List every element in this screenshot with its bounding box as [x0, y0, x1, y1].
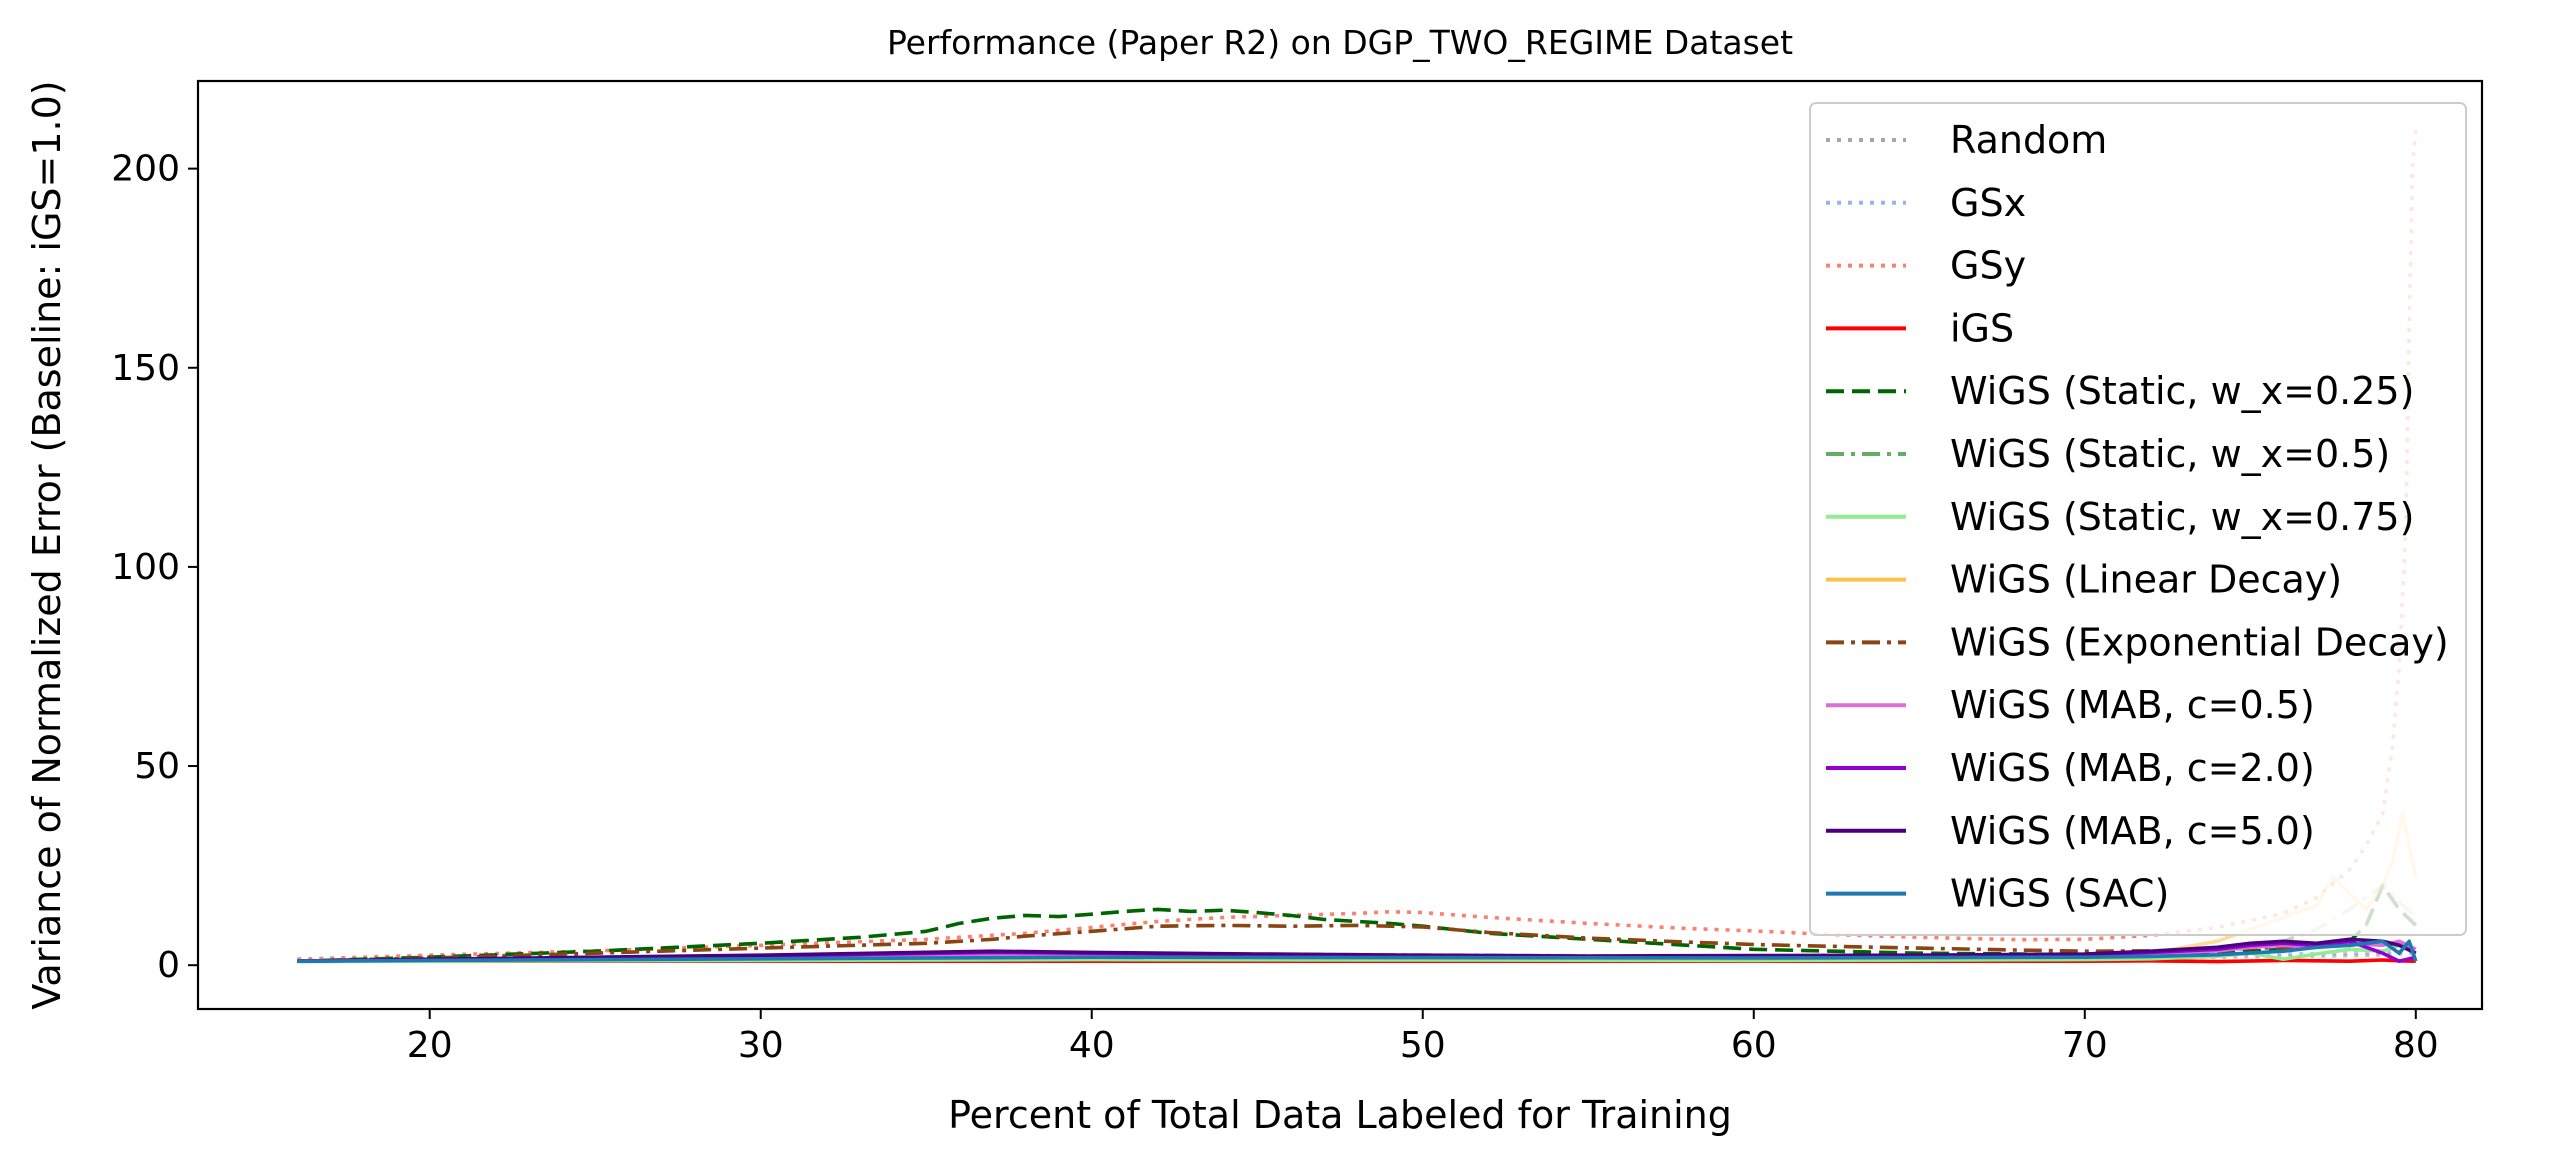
x-tick-label: 20: [407, 1025, 453, 1066]
legend-label-wigs-mab-c-2-0: WiGS (MAB, c=2.0): [1950, 746, 2315, 790]
x-tick-label: 60: [1731, 1025, 1777, 1066]
y-tick-label: 200: [111, 149, 180, 190]
y-axis-label: Variance of Normalized Error (Baseline: …: [25, 80, 69, 1009]
legend-entries: Random GSx GSy iGS WiGS (Static, w_x=0.25) Wi…: [1826, 118, 2449, 916]
series-layer: [297, 128, 2418, 964]
plot-area-frame: [196, 79, 2484, 1011]
legend-label-wigs-mab-c-5-0: WiGS (MAB, c=5.0): [1950, 809, 2315, 853]
y-axis: 0 50 100 150 200: [111, 149, 198, 986]
series-line-wigs-mab-c-5-0: [297, 937, 2417, 963]
series-line-wigs-sac: [297, 939, 2418, 963]
legend-label-wigs-static-w-x-0-5: WiGS (Static, w_x=0.5): [1950, 432, 2390, 476]
chart-title: Performance (Paper R2) on DGP_TWO_REGIME…: [887, 23, 1793, 62]
x-tick-label: 30: [738, 1025, 784, 1066]
legend-label-wigs-sac: WiGS (SAC): [1950, 872, 2169, 916]
x-tick-label: 50: [1400, 1025, 1446, 1066]
legend-label-gsx: GSx: [1950, 181, 2026, 225]
y-tick-label: 150: [111, 348, 180, 389]
legend-label-wigs-static-w-x-0-75: WiGS (Static, w_x=0.75): [1950, 495, 2414, 539]
legend-label-gsy: GSy: [1950, 244, 2026, 288]
x-tick-label: 70: [2062, 1025, 2108, 1066]
y-tick-label: 50: [134, 746, 180, 787]
legend-frame: [1809, 102, 2467, 936]
legend-label-wigs-mab-c-0-5: WiGS (MAB, c=0.5): [1950, 683, 2315, 727]
y-tick-label: 0: [157, 945, 180, 986]
series-line-wigs-static-w-x-0-75: [297, 943, 2417, 964]
legend: Random GSx GSy iGS WiGS (Static, w_x=0.25) Wi…: [1809, 102, 2467, 936]
legend-label-igs: iGS: [1950, 306, 2014, 350]
x-axis-label: Percent of Total Data Labeled for Traini…: [948, 1093, 1732, 1137]
x-tick-label: 40: [1069, 1025, 1115, 1066]
legend-label-wigs-static-w-x-0-25: WiGS (Static, w_x=0.25): [1950, 369, 2414, 413]
legend-label-wigs-linear-decay: WiGS (Linear Decay): [1950, 558, 2342, 602]
x-axis: 20 30 40 50 60 70 80: [407, 1009, 2439, 1066]
x-tick-label: 80: [2393, 1025, 2439, 1066]
legend-label-random: Random: [1950, 118, 2107, 162]
y-tick-label: 100: [111, 547, 180, 588]
legend-label-wigs-exponential-decay: WiGS (Exponential Decay): [1950, 620, 2449, 664]
